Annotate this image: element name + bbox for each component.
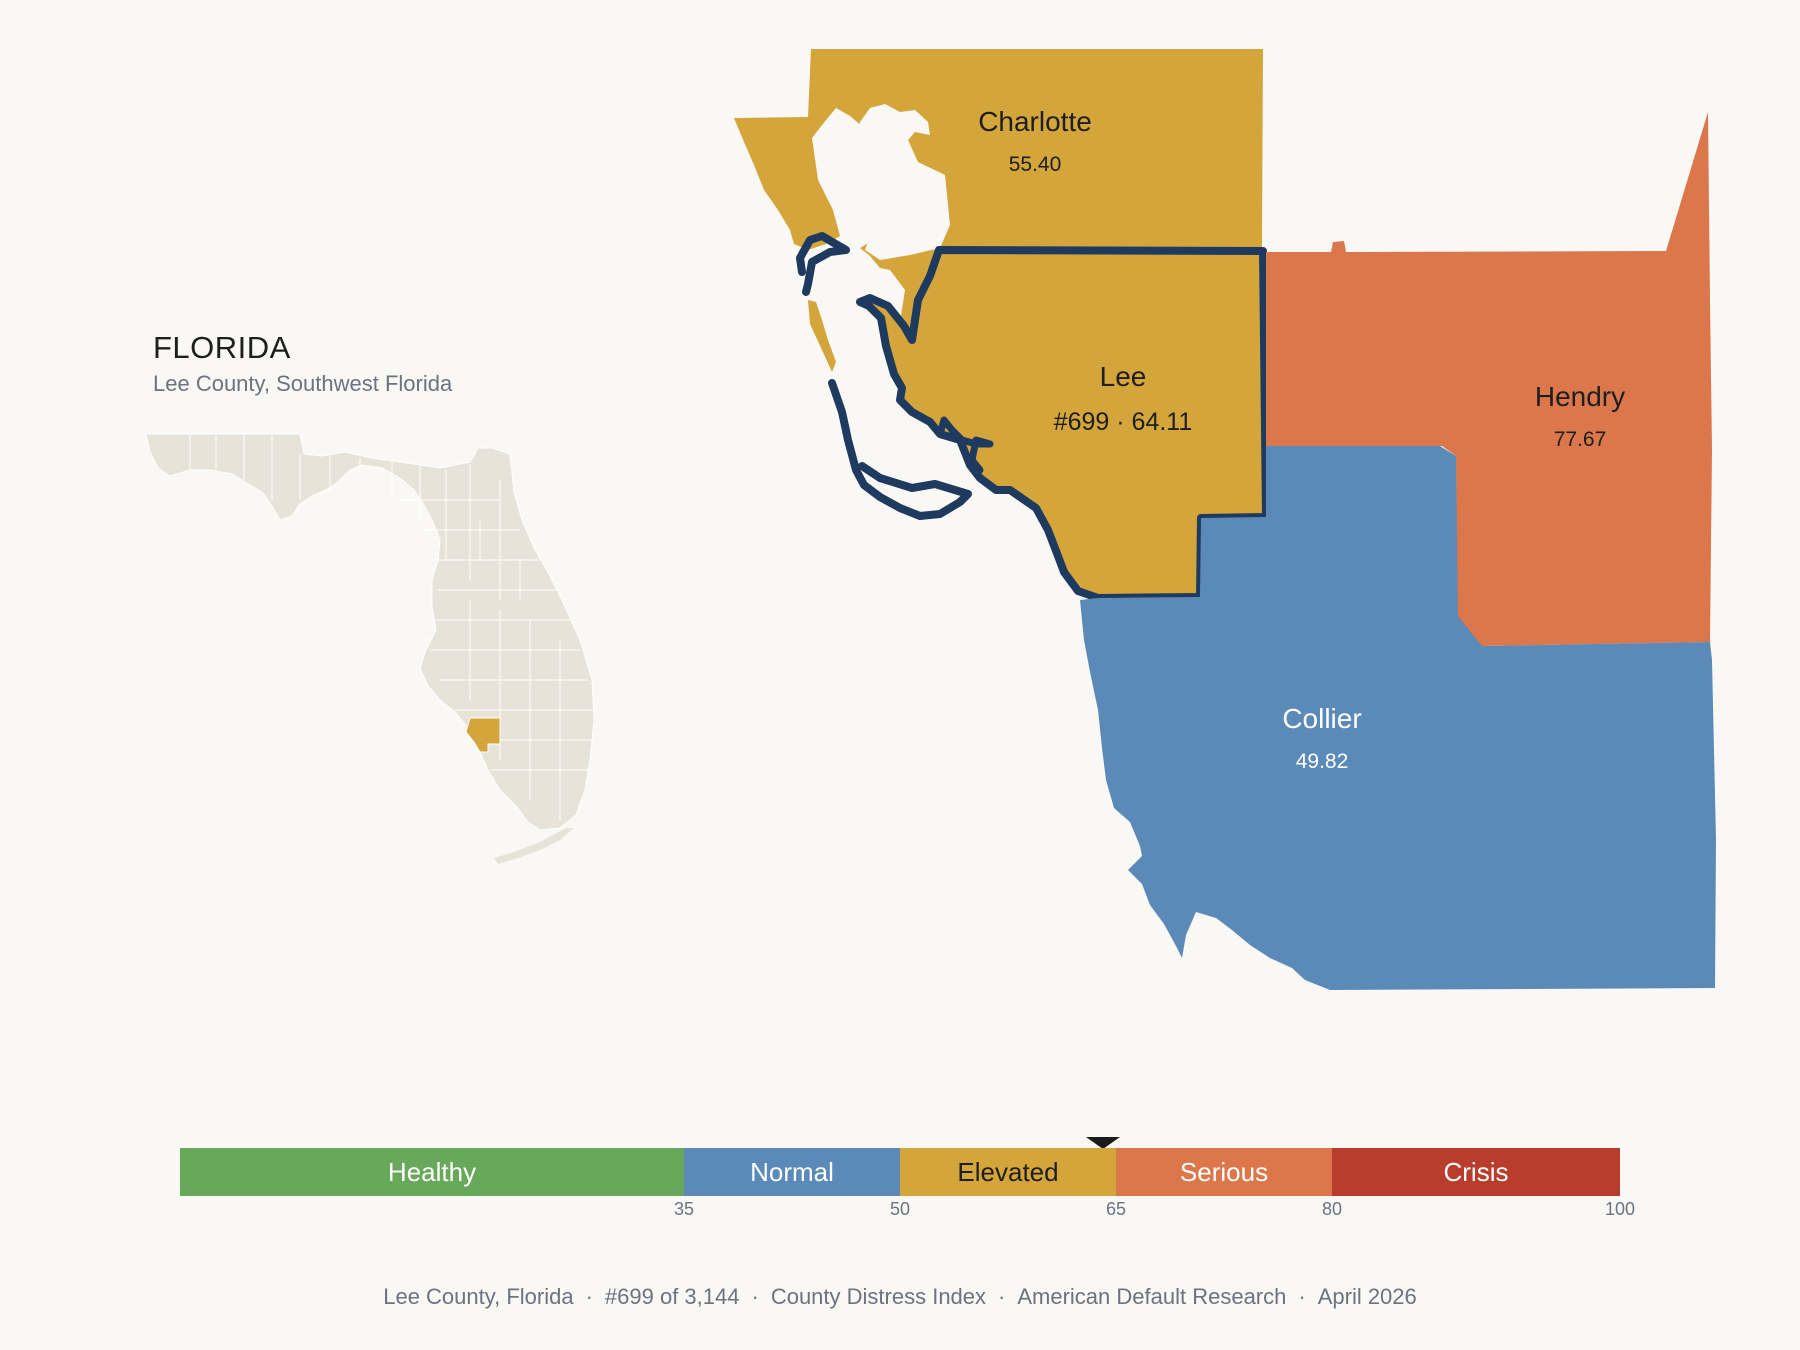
legend-segment-serious: Serious bbox=[1116, 1148, 1332, 1196]
legend-segment-healthy: Healthy bbox=[180, 1148, 684, 1196]
legend-tick-100: 100 bbox=[1604, 1199, 1636, 1219]
region-map bbox=[734, 49, 1716, 990]
label-collier-value: 49.82 bbox=[1296, 750, 1349, 773]
legend-tick-35: 35 bbox=[673, 1199, 695, 1219]
legend-segment-normal: Normal bbox=[684, 1148, 900, 1196]
legend-segment-crisis: Crisis bbox=[1332, 1148, 1620, 1196]
label-charlotte-value: 55.40 bbox=[1009, 153, 1062, 176]
county-labels: Charlotte 55.40 Lee #699 · 64.11 Hendry … bbox=[978, 106, 1625, 773]
florida-inset-map bbox=[145, 433, 595, 864]
florida-state-shape bbox=[145, 433, 595, 831]
footer-county: Lee County, Florida bbox=[383, 1284, 574, 1309]
footer-rank: #699 of 3,144 bbox=[604, 1284, 740, 1309]
legend-marker-arrow bbox=[1086, 1137, 1120, 1149]
inset-subtitle: Lee County, Southwest Florida bbox=[153, 371, 453, 396]
lee-coastline-outline bbox=[828, 379, 972, 520]
legend-tick-65: 65 bbox=[1105, 1199, 1127, 1219]
footer: Lee County, Florida · #699 of 3,144 · County… bbox=[383, 1284, 1417, 1309]
label-hendry-value: 77.67 bbox=[1554, 428, 1607, 451]
charlotte-harbor-water bbox=[855, 104, 950, 260]
florida-keys bbox=[494, 828, 574, 864]
label-lee-value: #699 · 64.11 bbox=[1054, 408, 1193, 436]
legend-tick-50: 50 bbox=[889, 1199, 911, 1219]
footer-date: April 2026 bbox=[1317, 1284, 1417, 1309]
label-lee-name: Lee bbox=[1100, 361, 1147, 392]
legend-tick-80: 80 bbox=[1321, 1199, 1343, 1219]
footer-index: County Distress Index bbox=[770, 1284, 987, 1309]
label-hendry-name: Hendry bbox=[1535, 381, 1625, 412]
legend-bar: Healthy Normal Elevated Serious Crisis bbox=[180, 1148, 1620, 1196]
lee-estero-outline bbox=[936, 416, 994, 474]
inset-title: FLORIDA bbox=[153, 330, 291, 365]
label-charlotte-name: Charlotte bbox=[978, 106, 1092, 137]
footer-source: American Default Research bbox=[1017, 1284, 1287, 1309]
barrier-island bbox=[808, 300, 836, 372]
label-collier-name: Collier bbox=[1282, 703, 1361, 734]
florida-lee-county-highlight bbox=[465, 717, 501, 753]
county-hendry-shape[interactable] bbox=[1266, 112, 1712, 646]
legend-segment-elevated: Elevated bbox=[900, 1148, 1116, 1196]
county-collier-shape[interactable] bbox=[1080, 446, 1716, 990]
lee-pine-island-outline bbox=[796, 232, 850, 296]
